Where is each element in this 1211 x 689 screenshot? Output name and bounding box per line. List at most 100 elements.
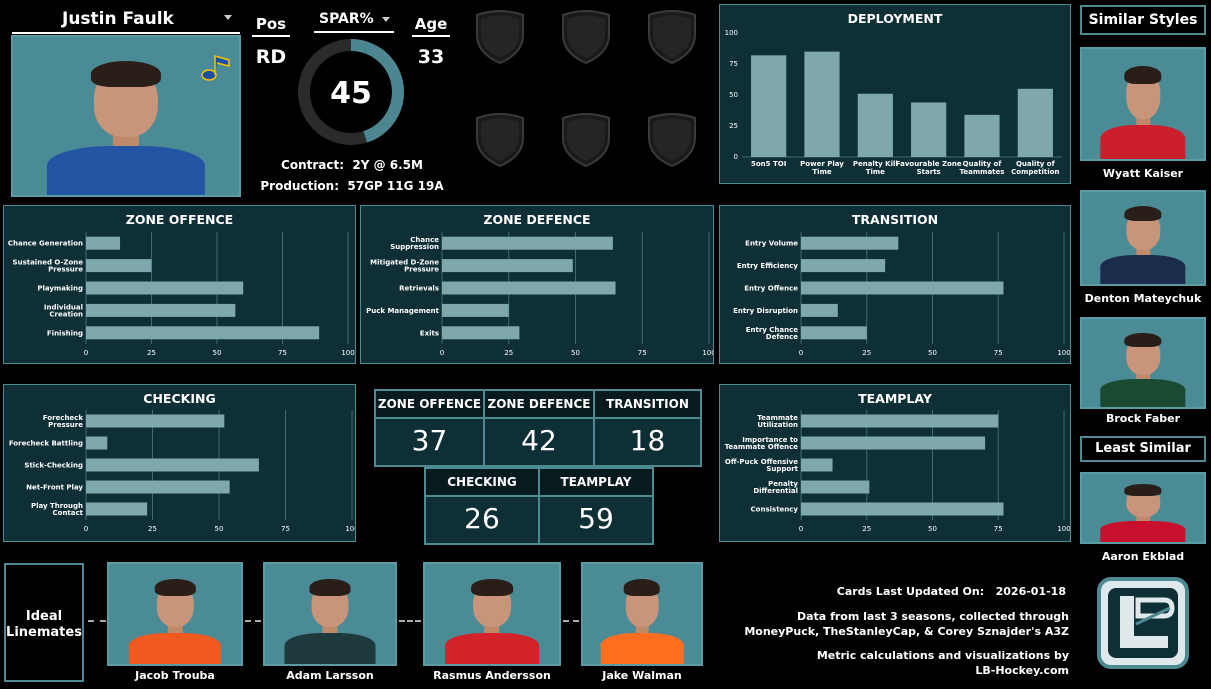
bar <box>801 303 838 317</box>
bar <box>801 281 1004 295</box>
x-tick-label: 0 <box>84 349 88 357</box>
x-tick-label: 75 <box>638 349 647 357</box>
similar-player-photo[interactable] <box>1080 190 1206 286</box>
bar <box>86 259 152 273</box>
y-category-label: Individual Creation <box>44 303 83 318</box>
player-name: Justin Faulk <box>62 9 174 29</box>
checking-title: CHECKING <box>143 391 216 406</box>
player-photo <box>11 35 241 197</box>
bar <box>86 303 236 317</box>
linemate-photo[interactable] <box>581 562 703 666</box>
y-category-label: Forecheck Battling <box>9 440 83 448</box>
bar <box>801 236 899 250</box>
y-category-label: Forecheck Pressure <box>43 414 84 429</box>
least-similar-photo[interactable] <box>1080 472 1206 544</box>
x-tick-label: 25 <box>147 349 156 357</box>
bar <box>801 414 999 428</box>
bar <box>442 303 509 317</box>
spar-header[interactable]: SPAR% <box>314 9 394 33</box>
y-category-label: Retrievals <box>399 285 439 293</box>
x-tick-label: 100 <box>1057 525 1070 533</box>
connector-dash <box>563 620 579 622</box>
score-value: 59 <box>578 502 614 535</box>
lb-hockey-logo-icon[interactable] <box>1096 576 1190 670</box>
linemate-name: Rasmus Andersson <box>433 669 551 682</box>
zone-offence-title: ZONE OFFENCE <box>125 212 234 227</box>
y-category-label: Finishing <box>47 329 83 337</box>
deployment-panel: DEPLOYMENT 0 25 50 75 100 5on5 TOI Power Play T… <box>719 4 1071 184</box>
bar <box>442 259 573 273</box>
least-similar-name: Aaron Ekblad <box>1101 550 1185 563</box>
least-similar-title: Least Similar <box>1080 436 1206 462</box>
connector-dash <box>399 620 421 622</box>
source-line2: MoneyPuck, TheStanleyCap, & Corey Sznajd… <box>744 625 1069 638</box>
linemate-photo[interactable] <box>107 562 243 666</box>
y-category-label: Entry Chance Defence <box>746 326 799 341</box>
zone-defence-title: ZONE DEFENCE <box>483 212 591 227</box>
bar <box>911 102 947 157</box>
x-tick-label: 50 <box>215 525 224 533</box>
y-category-label: Consistency <box>751 506 799 514</box>
x-category-label: Quality of Competition <box>1011 160 1059 176</box>
bar <box>442 236 613 250</box>
y-tick-label: 50 <box>729 91 738 99</box>
similar-player-photo[interactable] <box>1080 47 1206 161</box>
linemate-photo[interactable] <box>263 562 397 666</box>
score-label: TRANSITION <box>595 391 700 419</box>
x-tick-label: 75 <box>994 525 1003 533</box>
x-tick-label: 0 <box>799 525 803 533</box>
bar <box>801 480 870 494</box>
y-category-label: Sustained O-Zone Pressure <box>13 259 84 274</box>
bar <box>86 281 244 295</box>
x-tick-label: 25 <box>148 525 157 533</box>
transition-panel: TRANSITION 0 25 50 75 100 Entry Volume Entry E… <box>719 205 1071 364</box>
score-transition: TRANSITION 18 <box>593 389 702 467</box>
deployment-chart: 0 25 50 75 100 5on5 TOI Power Play Time Penalty … <box>725 29 1062 176</box>
y-category-label: Off-Puck Offensive Support <box>725 458 799 473</box>
player-name-header[interactable]: Justin Faulk <box>12 8 240 34</box>
y-category-label: Play Through Contact <box>31 502 84 517</box>
bar <box>801 458 833 472</box>
blues-note-icon <box>201 55 230 81</box>
similar-player-name: Denton Mateychuk <box>1084 292 1202 305</box>
x-tick-label: 75 <box>281 525 290 533</box>
production-line: Production: 57GP 11G 19A <box>252 179 452 193</box>
spar-label: SPAR% <box>319 11 374 27</box>
bar <box>801 326 867 340</box>
x-tick-label: 50 <box>213 349 222 357</box>
bar <box>86 458 259 472</box>
x-tick-label: 0 <box>84 525 88 533</box>
source-line1: Data from last 3 seasons, collected thro… <box>797 610 1069 623</box>
x-category-label: Quality of Teammates <box>960 160 1005 176</box>
x-category-label: Power Play Time <box>800 160 844 176</box>
updated-label: Cards Last Updated On: <box>836 585 985 598</box>
linemate-photo[interactable] <box>423 562 561 666</box>
y-category-label: Entry Disruption <box>733 307 798 315</box>
y-category-label: Importance to Teammate Offence <box>725 436 799 451</box>
cards-updated: Cards Last Updated On: 2026-01-18 <box>760 584 1066 599</box>
x-tick-label: 100 <box>702 349 713 357</box>
bar <box>86 502 148 516</box>
bar <box>751 55 787 157</box>
age-value: 33 <box>417 46 445 68</box>
bar <box>86 236 121 250</box>
x-tick-label: 75 <box>994 349 1003 357</box>
linemates-title-line1: Ideal <box>25 609 63 624</box>
score-zone-offence: ZONE OFFENCE 37 <box>374 389 485 467</box>
chevron-down-icon[interactable] <box>382 17 390 22</box>
award-badge-placeholder-icon <box>476 10 524 65</box>
bar <box>801 436 986 450</box>
x-category-label: Penalty Kill Time <box>853 160 898 176</box>
bar <box>804 51 840 157</box>
zone-offence-chart: 0 25 50 75 100 Chance Generation Sustained O-Z… <box>8 232 355 357</box>
y-category-label: Net-Front Play <box>26 484 83 492</box>
spar-donut: 45 <box>298 39 404 145</box>
similar-player-photo[interactable] <box>1080 317 1206 409</box>
y-category-label: Teammate Utilization <box>757 414 798 429</box>
connector-dash <box>88 620 106 622</box>
chevron-down-icon[interactable] <box>224 15 232 20</box>
score-value: 37 <box>411 424 448 457</box>
x-category-label: Favourable Zone Starts <box>896 160 962 176</box>
